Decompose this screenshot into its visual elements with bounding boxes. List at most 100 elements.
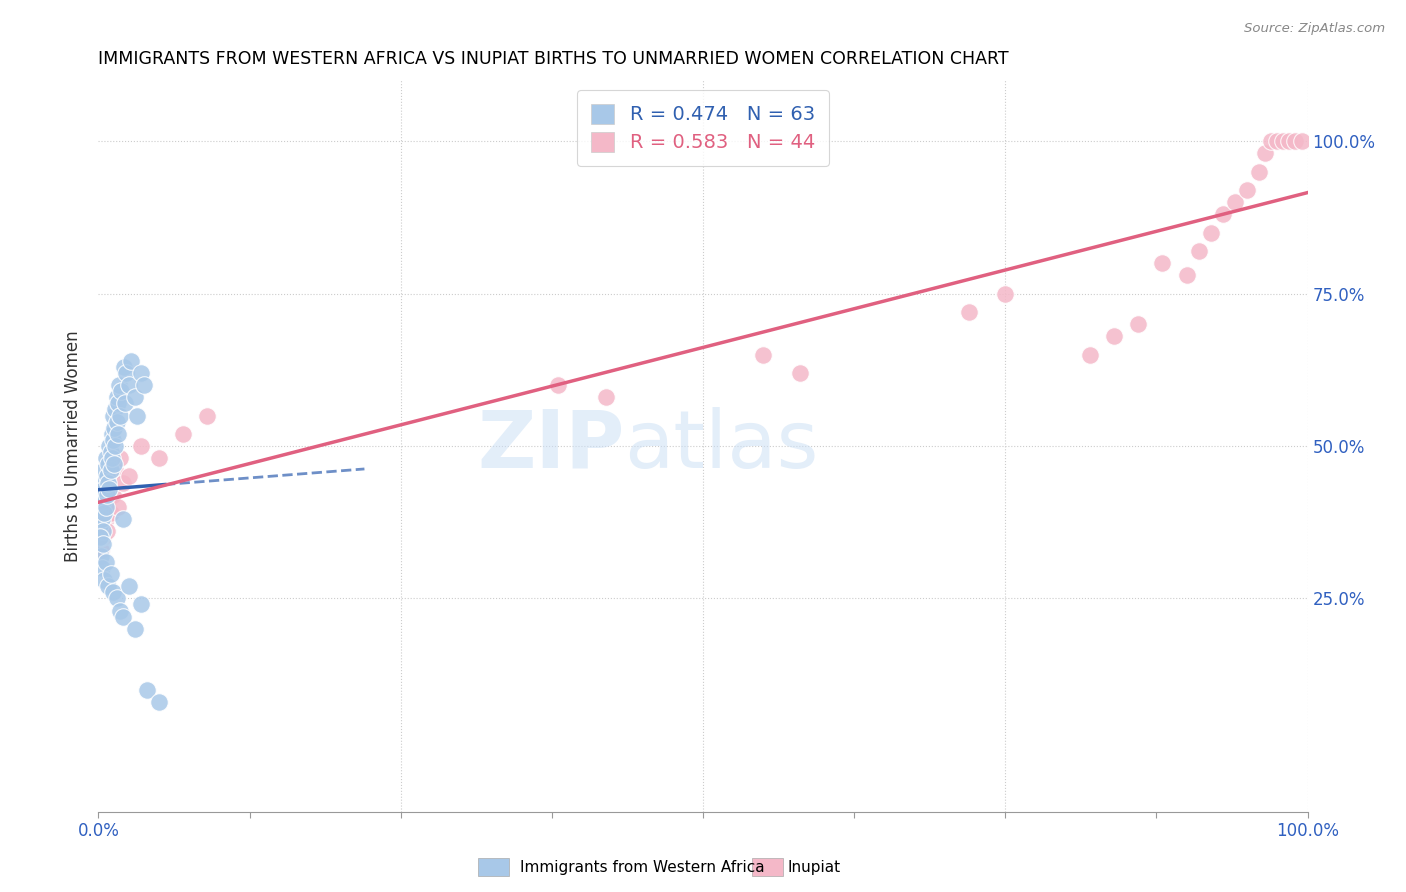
Point: [90, 549, 112, 563]
Point: [104, 402, 127, 417]
Point: [98, 439, 121, 453]
Point: [111, 475, 134, 490]
Point: [107, 500, 129, 514]
Point: [1128, 317, 1150, 331]
Point: [789, 366, 811, 380]
Point: [148, 451, 170, 466]
Point: [101, 488, 124, 502]
Point: [89, 518, 111, 533]
Point: [127, 409, 149, 423]
Point: [124, 622, 146, 636]
Point: [97, 579, 120, 593]
Point: [98, 482, 121, 496]
Point: [108, 378, 131, 392]
Point: [195, 409, 218, 423]
Point: [96, 524, 118, 539]
Point: [91, 500, 114, 514]
Point: [89, 500, 111, 514]
Point: [97, 494, 120, 508]
Point: [94, 451, 117, 466]
Point: [118, 378, 141, 392]
Point: [97, 458, 120, 472]
Point: [93, 482, 115, 496]
Point: [94, 555, 117, 569]
Point: [172, 426, 194, 441]
Point: [91, 536, 114, 550]
Point: [100, 451, 122, 466]
Point: [1175, 268, 1198, 283]
Point: [89, 518, 111, 533]
Point: [108, 604, 131, 618]
Point: [101, 585, 124, 599]
Text: Source: ZipAtlas.com: Source: ZipAtlas.com: [1244, 22, 1385, 36]
Point: [135, 682, 157, 697]
Point: [90, 488, 112, 502]
Point: [148, 695, 170, 709]
Point: [91, 494, 114, 508]
Point: [93, 482, 115, 496]
Point: [108, 409, 131, 423]
Point: [1199, 226, 1222, 240]
Point: [1278, 134, 1301, 148]
Point: [101, 409, 124, 423]
Point: [107, 426, 129, 441]
Point: [1249, 164, 1271, 178]
Point: [118, 579, 141, 593]
Point: [94, 500, 117, 514]
Point: [105, 415, 128, 429]
Point: [115, 366, 138, 380]
Point: [96, 469, 118, 483]
Point: [105, 390, 128, 404]
Point: [1152, 256, 1174, 270]
Point: [994, 286, 1017, 301]
Point: [108, 451, 131, 466]
Point: [752, 348, 775, 362]
Point: [100, 567, 122, 582]
Point: [100, 445, 122, 459]
Point: [957, 305, 980, 319]
Point: [1260, 134, 1282, 148]
Point: [129, 366, 152, 380]
Point: [112, 359, 135, 374]
Point: [120, 353, 142, 368]
Point: [1212, 207, 1234, 221]
Point: [1284, 134, 1306, 148]
Point: [103, 421, 125, 435]
Point: [89, 530, 111, 544]
Point: [94, 512, 117, 526]
Point: [91, 475, 114, 490]
Y-axis label: Births to Unmarried Women: Births to Unmarried Women: [65, 330, 83, 562]
Point: [91, 561, 114, 575]
Text: Inupiat: Inupiat: [787, 860, 841, 874]
Point: [1223, 195, 1246, 210]
Point: [100, 506, 122, 520]
Point: [1272, 134, 1295, 148]
Point: [1291, 134, 1313, 148]
Bar: [752, 858, 783, 876]
Point: [134, 378, 156, 392]
Point: [90, 530, 112, 544]
Text: IMMIGRANTS FROM WESTERN AFRICA VS INUPIAT BIRTHS TO UNMARRIED WOMEN CORRELATION : IMMIGRANTS FROM WESTERN AFRICA VS INUPIA…: [98, 50, 1010, 68]
Point: [103, 458, 125, 472]
Point: [90, 542, 112, 557]
Point: [1236, 183, 1258, 197]
Text: atlas: atlas: [624, 407, 818, 485]
Point: [1102, 329, 1125, 343]
Point: [91, 512, 114, 526]
Point: [129, 439, 152, 453]
Point: [111, 609, 134, 624]
Point: [114, 396, 136, 410]
Point: [91, 530, 114, 544]
Point: [118, 469, 141, 483]
Point: [93, 463, 115, 477]
Point: [111, 512, 134, 526]
Point: [1267, 134, 1289, 148]
Text: Immigrants from Western Africa: Immigrants from Western Africa: [520, 860, 765, 874]
Point: [105, 591, 128, 606]
Point: [547, 378, 569, 392]
Point: [107, 396, 129, 410]
Bar: [478, 858, 509, 876]
Point: [97, 475, 120, 490]
Point: [98, 475, 121, 490]
Point: [110, 384, 132, 399]
